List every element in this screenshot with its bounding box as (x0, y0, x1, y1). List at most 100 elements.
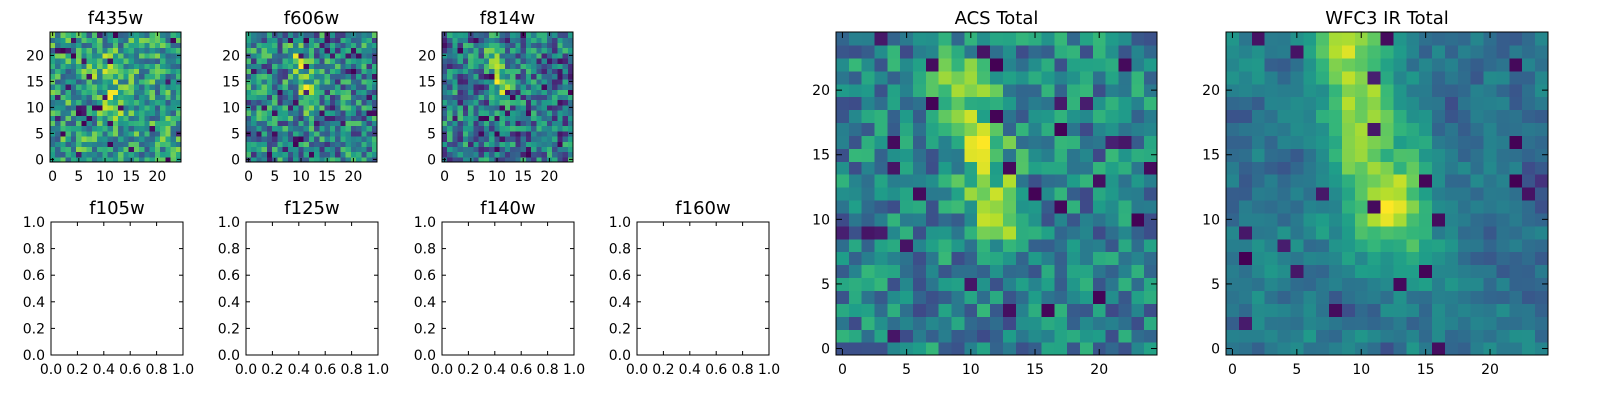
heatmap-cell (1380, 316, 1395, 330)
heatmap-cell (123, 156, 130, 163)
heatmap-cell (1316, 238, 1330, 253)
heatmap-cell (552, 120, 558, 127)
heatmap-cell (964, 264, 978, 279)
heatmap-cell (531, 136, 537, 142)
heatmap-cell (282, 141, 289, 147)
heatmap-cell (1251, 329, 1266, 343)
heatmap-cell (303, 37, 310, 43)
heatmap-cell (324, 58, 331, 64)
heatmap-cell (462, 73, 469, 80)
heatmap-cell (81, 146, 88, 153)
heatmap-cell (165, 115, 172, 121)
heatmap-cell (1067, 199, 1081, 214)
heatmap-cell (128, 63, 135, 69)
heatmap-cell (442, 151, 448, 158)
heatmap-cell (515, 104, 522, 111)
heatmap-cell (345, 89, 352, 95)
heatmap-cell (60, 115, 67, 121)
heatmap-cell (938, 57, 953, 72)
heatmap-cell (552, 47, 558, 54)
heatmap-cell (489, 156, 495, 163)
heatmap-cell (1118, 199, 1132, 214)
heatmap-cell (468, 151, 475, 158)
heatmap-cell (1329, 290, 1343, 304)
heatmap-cell (562, 110, 569, 116)
heatmap-cell (293, 130, 299, 137)
heatmap-cell (1054, 303, 1068, 317)
heatmap-cell (298, 73, 305, 80)
heatmap-cell (50, 84, 56, 90)
heatmap-cell (478, 42, 485, 49)
heatmap-cell (913, 264, 927, 279)
heatmap-cell (900, 187, 914, 201)
heatmap-cell (913, 109, 927, 124)
heatmap-cell (86, 120, 93, 127)
axes-frame (441, 221, 575, 356)
heatmap-cell (324, 68, 331, 75)
heatmap-cell (361, 99, 368, 106)
heatmap-cell (133, 84, 140, 90)
heatmap-cell (55, 130, 62, 137)
heatmap-cell (900, 96, 914, 111)
heatmap-cell (175, 99, 182, 106)
heatmap-cell (139, 42, 145, 49)
heatmap-cell (251, 110, 258, 116)
heatmap-cell (1406, 57, 1420, 72)
heatmap-cell (1483, 148, 1498, 162)
heatmap-cell (1432, 57, 1446, 72)
heatmap-cell (1079, 148, 1094, 162)
heatmap-cell (977, 264, 991, 279)
heatmap-cell (261, 63, 268, 69)
heatmap-cell (1393, 316, 1407, 330)
heatmap-cell (1380, 70, 1395, 85)
heatmap-cell (546, 94, 553, 101)
heatmap-cell (1238, 199, 1253, 214)
heatmap-cell (65, 99, 72, 106)
heatmap-cell (541, 115, 548, 121)
x-tick-label: 0.0 (235, 362, 257, 378)
heatmap-cell (1290, 329, 1304, 343)
heatmap-cell (345, 84, 352, 90)
heatmap-cell (251, 89, 258, 95)
heatmap-cell (1406, 122, 1420, 136)
heatmap-cell (1118, 135, 1132, 149)
heatmap-cell (1406, 161, 1420, 175)
heatmap-cell (65, 52, 72, 59)
heatmap-cell (1393, 277, 1407, 291)
heatmap-cell (319, 89, 326, 95)
heatmap-cell (1419, 225, 1433, 240)
heatmap-cell (494, 99, 501, 106)
heatmap-cell (562, 32, 569, 38)
heatmap-cell (536, 52, 543, 59)
heatmap-cell (97, 104, 103, 111)
heatmap-cell (50, 94, 56, 101)
heatmap-cell (462, 63, 469, 69)
axes-frame (49, 31, 182, 163)
heatmap-cell (1496, 32, 1510, 46)
heatmap-cell (1535, 96, 1549, 111)
heatmap-cell (1131, 57, 1145, 72)
panel-title: f606w (284, 8, 339, 29)
heatmap-cell (314, 58, 320, 64)
heatmap-cell (1226, 225, 1240, 240)
heatmap-cell (149, 141, 156, 147)
heatmap-cell (1105, 57, 1120, 72)
heatmap-cell (1419, 161, 1433, 175)
heatmap-cell (887, 316, 901, 330)
heatmap-cell (170, 32, 177, 38)
heatmap-cell (1329, 225, 1343, 240)
heatmap-cell (1092, 57, 1107, 72)
x-tick-label: 0 (838, 362, 847, 378)
heatmap-cell (371, 94, 378, 101)
heatmap-cell (246, 47, 252, 54)
heatmap-cell (335, 47, 341, 54)
heatmap-cell (251, 120, 258, 127)
heatmap-cell (1444, 303, 1459, 317)
heatmap-cell (112, 120, 119, 127)
heatmap-cell (319, 115, 326, 121)
heatmap-cell (447, 63, 454, 69)
heatmap-cell (1131, 329, 1145, 343)
heatmap-cell (118, 58, 124, 64)
heatmap-cell (951, 96, 965, 111)
heatmap-cell (1341, 277, 1356, 291)
